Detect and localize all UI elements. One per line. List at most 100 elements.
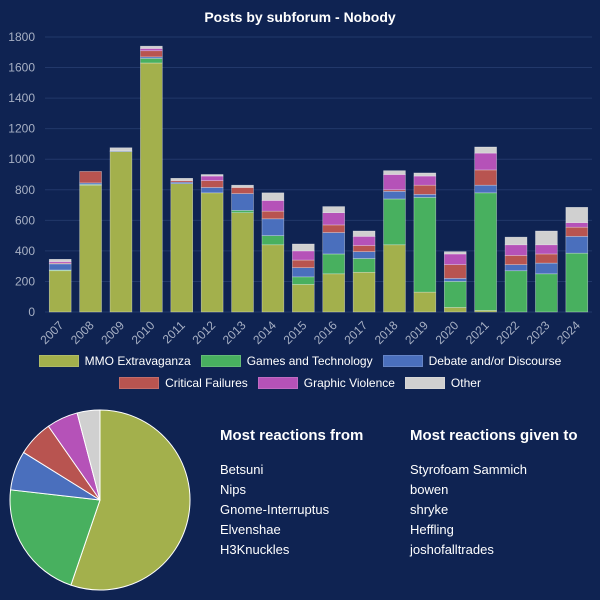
- pie-slice: [76, 409, 101, 501]
- legend-item[interactable]: Other: [404, 376, 481, 390]
- x-tick-label: 2019: [402, 318, 431, 347]
- legend-item[interactable]: Graphic Violence: [257, 376, 395, 390]
- x-tick-label: 2009: [98, 318, 127, 347]
- legend-item[interactable]: MMO Extravaganza: [38, 354, 191, 368]
- legend-item[interactable]: Games and Technology: [200, 354, 373, 368]
- bar-segment: [170, 178, 193, 181]
- reaction-from-name: Nips: [220, 482, 247, 497]
- bar-segment: [140, 45, 163, 49]
- bar-segment: [140, 50, 163, 58]
- legend-swatch: [382, 355, 423, 367]
- bar-segment: [292, 259, 315, 268]
- y-tick-label: 1400: [8, 91, 35, 105]
- bar-segment: [444, 307, 467, 313]
- bar-segment: [261, 200, 285, 212]
- bar-segment: [200, 192, 224, 313]
- reaction-from-name: Betsuni: [220, 462, 264, 477]
- chart-title: Posts by subforum - Nobody: [204, 9, 396, 25]
- bar-segment: [383, 191, 406, 200]
- x-tick-label: 2012: [189, 318, 218, 347]
- bar-segment: [504, 270, 528, 313]
- legend-label: Other: [450, 376, 481, 390]
- y-tick-label: 0: [28, 305, 35, 319]
- bar-segment: [413, 194, 437, 198]
- x-tick-label: 2022: [493, 318, 522, 347]
- bar-segment: [231, 210, 254, 213]
- bar-segment: [383, 244, 406, 313]
- legend-swatch: [119, 377, 160, 389]
- bar-segment: [79, 184, 102, 313]
- reaction-given-name: joshofalltrades: [410, 542, 494, 557]
- y-tick-label: 800: [15, 183, 35, 197]
- y-tick-label: 200: [15, 274, 35, 288]
- bar-segment: [200, 174, 224, 177]
- bar-segment: [535, 253, 558, 264]
- legend-swatch: [38, 355, 79, 367]
- bar-segment: [352, 230, 376, 237]
- legend-swatch: [200, 355, 241, 367]
- pie-chart: [9, 409, 191, 591]
- bar-segment: [261, 192, 285, 201]
- x-tick-label: 2014: [250, 318, 279, 347]
- bar-segment: [322, 212, 345, 226]
- bar-segment: [565, 222, 589, 228]
- bar-segment: [474, 192, 497, 311]
- legend-label: Debate and/or Discourse: [428, 354, 562, 368]
- bar-segment: [200, 175, 224, 181]
- x-tick-label: 2007: [38, 318, 67, 347]
- bar-segment: [413, 184, 437, 195]
- legend-item[interactable]: Debate and/or Discourse: [382, 354, 562, 368]
- legend-label: MMO Extravaganza: [84, 354, 191, 368]
- bar-segment: [231, 193, 254, 211]
- reaction-given-name: shryke: [410, 502, 449, 517]
- bar-segment: [48, 258, 72, 262]
- most-reactions-given: Most reactions given to Styrofoam Sammic…: [410, 427, 578, 562]
- y-tick-label: 1800: [8, 30, 35, 44]
- x-tick-label: 2020: [433, 318, 462, 347]
- bar-segment: [535, 230, 558, 246]
- bar-segment: [535, 262, 558, 275]
- reaction-from-name: Gnome-Interruptus: [220, 502, 330, 517]
- reaction-from-name: Elvenshae: [220, 522, 281, 537]
- x-tick-label: 2011: [160, 318, 188, 346]
- bar-segment: [444, 253, 467, 265]
- legend-item[interactable]: Critical Failures: [119, 376, 248, 390]
- bar-segment: [413, 197, 437, 293]
- legend-row-1: MMO Extravaganza Games and Technology Deba…: [0, 354, 600, 368]
- y-tick-label: 1600: [8, 61, 35, 75]
- reaction-from-name: H3Knuckles: [220, 542, 290, 557]
- bar-segment: [352, 245, 376, 252]
- x-tick-label: 2013: [220, 318, 249, 347]
- bar-segment: [413, 172, 437, 177]
- bar-segment: [444, 278, 467, 282]
- bar-segment: [383, 170, 406, 175]
- bar-segment: [352, 271, 376, 313]
- most-reactions-given-title: Most reactions given to: [410, 427, 578, 444]
- x-tick-label: 2018: [372, 318, 401, 347]
- bar-segment: [231, 212, 254, 313]
- bar-segment: [292, 243, 315, 252]
- reaction-given-name: Styrofoam Sammich: [410, 462, 528, 477]
- y-tick-label: 400: [15, 244, 35, 258]
- y-tick-label: 1000: [8, 152, 35, 166]
- bar-segment: [261, 210, 285, 220]
- bar-segment: [292, 250, 315, 261]
- y-tick-label: 1200: [8, 122, 35, 136]
- bar-segment: [140, 58, 163, 64]
- bar-segment: [474, 146, 497, 154]
- bar-segment: [322, 273, 345, 313]
- bar-segment: [535, 273, 558, 313]
- bar-segment: [413, 291, 437, 313]
- bar-segment: [292, 267, 315, 278]
- bar-segment: [444, 251, 467, 255]
- legend-swatch: [257, 377, 298, 389]
- x-tick-label: 2017: [341, 318, 370, 347]
- x-tick-label: 2016: [311, 318, 340, 347]
- bar-segment: [79, 171, 102, 184]
- bar-segment: [535, 244, 558, 255]
- bar-segment: [261, 244, 285, 313]
- bar-segment: [322, 224, 345, 233]
- bar-segment: [474, 152, 497, 171]
- bar-segment: [565, 252, 589, 313]
